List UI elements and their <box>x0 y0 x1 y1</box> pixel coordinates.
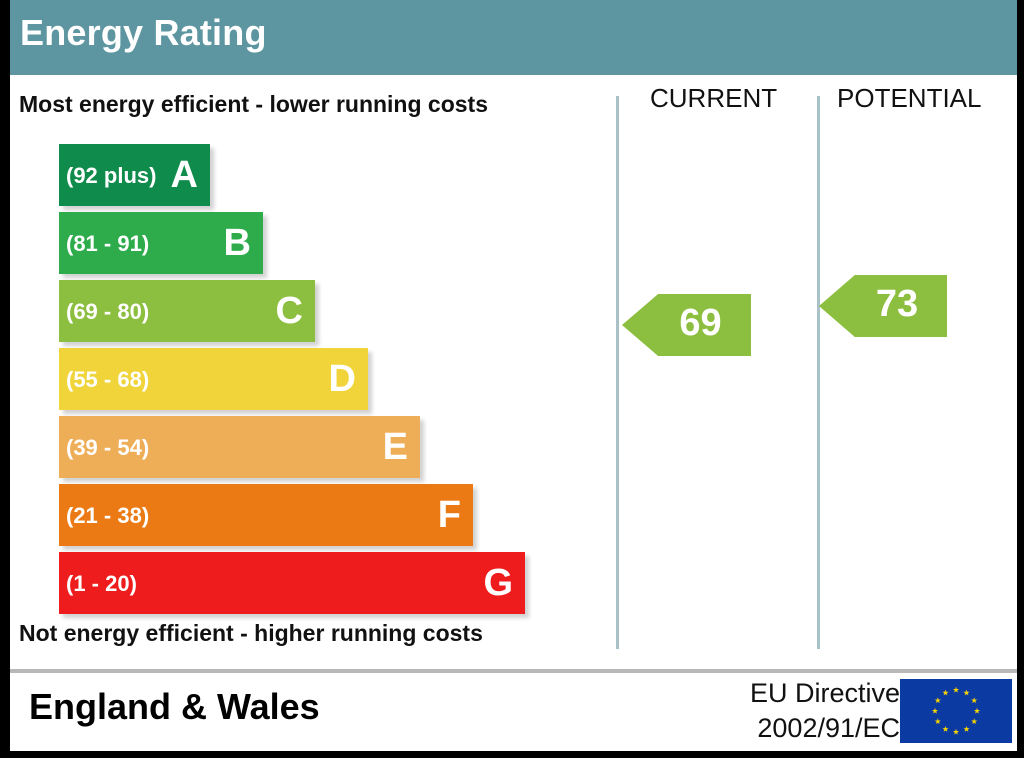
band-a: (92 plus) A <box>59 144 210 206</box>
eu-star-icon <box>952 686 960 693</box>
eu-star-icon <box>931 707 939 714</box>
eu-star-icon <box>942 689 949 696</box>
band-g: (1 - 20) G <box>59 552 525 614</box>
energy-rating-panel: Energy Rating Most energy efficient - lo… <box>10 0 1017 751</box>
band-f: (21 - 38) F <box>59 484 473 546</box>
eu-star-icon <box>934 718 941 725</box>
eu-star-icon <box>973 707 981 714</box>
efficient-caption: Most energy efficient - lower running co… <box>19 91 489 117</box>
eu-star-icon <box>934 697 941 704</box>
band-range-label: (55 - 68) <box>66 367 150 392</box>
current-rating-arrow: 69 <box>622 294 751 356</box>
eu-star-icon <box>942 725 949 732</box>
band-range-label: (92 plus) <box>66 163 157 188</box>
band-range-label: (21 - 38) <box>66 503 150 528</box>
eu-star-icon <box>952 728 960 735</box>
band-letter-label: D <box>328 358 356 400</box>
band-letter-label: F <box>437 494 461 536</box>
potential-column-header: POTENTIAL <box>837 83 982 113</box>
band-letter-label: E <box>382 426 408 468</box>
band-letter-label: C <box>275 290 303 332</box>
band-range-label: (39 - 54) <box>66 435 150 460</box>
band-range-label: (1 - 20) <box>66 571 137 596</box>
band-letter-label: G <box>483 562 513 604</box>
potential-rating-value: 73 <box>875 283 919 325</box>
column-divider <box>817 96 820 649</box>
directive-line-1: EU Directive <box>749 678 900 708</box>
current-rating-value: 69 <box>679 302 722 344</box>
eu-star-icon <box>971 697 978 704</box>
header-bar: Energy Rating <box>10 0 1017 75</box>
eu-star-icon <box>963 689 970 696</box>
band-range-label: (69 - 80) <box>66 299 150 324</box>
eu-directive-label: EU Directive 2002/91/EC <box>726 676 900 746</box>
band-b: (81 - 91) B <box>59 212 263 274</box>
eu-star-icon <box>971 718 978 725</box>
potential-rating-arrow: 73 <box>819 275 947 337</box>
footer-divider <box>10 669 1017 673</box>
column-divider <box>616 96 619 649</box>
region-label: England & Wales <box>29 686 320 727</box>
current-column-header: CURRENT <box>650 83 778 113</box>
band-c: (69 - 80) C <box>59 280 315 342</box>
inefficient-caption: Not energy efficient - higher running co… <box>19 620 483 646</box>
band-letter-label: A <box>170 154 198 196</box>
eu-flag-icon <box>900 679 1012 743</box>
band-d: (55 - 68) D <box>59 348 368 410</box>
directive-line-2: 2002/91/EC <box>757 713 900 743</box>
band-e: (39 - 54) E <box>59 416 420 478</box>
band-range-label: (81 - 91) <box>66 231 150 256</box>
page-title: Energy Rating <box>20 12 267 53</box>
eu-star-icon <box>963 725 970 732</box>
band-letter-label: B <box>223 222 251 264</box>
